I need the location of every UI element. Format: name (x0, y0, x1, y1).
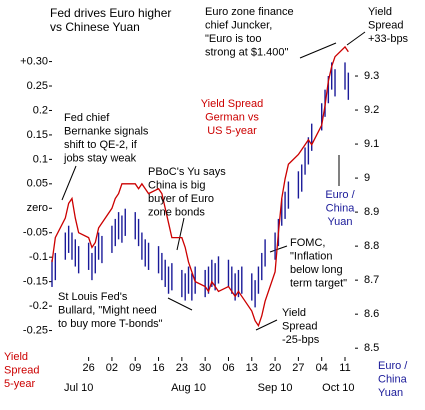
annotation: Euro zone finance (205, 6, 294, 18)
annotation: Bernanke signals (64, 125, 149, 137)
annotation: Spread (368, 19, 403, 31)
annotation: buyer of Euro (148, 193, 214, 205)
yield-spread-line (51, 45, 349, 328)
annotation: German vs (205, 111, 259, 123)
x-tick-label: 20 (269, 362, 281, 374)
chart-title: Fed drives Euro higher (50, 6, 171, 20)
annotation: -25-bps (282, 334, 320, 346)
x-tick-label: 04 (316, 362, 328, 374)
annotation: US 5-year (207, 125, 257, 137)
annotation: Yield (4, 351, 28, 363)
y-tick-label: -0.25 (23, 324, 48, 336)
y-tick-label: 0.2 (33, 104, 48, 116)
annotation: +33-bps (368, 33, 409, 45)
x-tick-label: 06 (222, 362, 234, 374)
month-label: Jul 10 (64, 382, 93, 394)
arrow (269, 245, 288, 253)
annotation-arrows (61, 31, 366, 331)
annotation: Yuan (327, 216, 352, 228)
y2-tick-label: 8.6 (364, 308, 379, 320)
annotation: Fed chief (64, 112, 110, 124)
y-tick-label: 0.15 (27, 129, 48, 141)
y-tick-label: 0.25 (27, 80, 48, 92)
y-tick-label: -0.15 (23, 276, 48, 288)
x-tick-label: 11 (339, 362, 350, 374)
annotation: China is big (148, 179, 205, 191)
annotation: Yield (368, 6, 392, 18)
y-tick-label: -0.1 (29, 251, 48, 263)
annotation: "Euro is too (205, 33, 262, 45)
y2-tick-label: 9.1 (364, 138, 379, 150)
arrow (167, 297, 193, 311)
arrow (299, 42, 337, 59)
annotation: Spread (282, 320, 317, 332)
y-tick-label: 0.05 (27, 178, 48, 190)
annotation: Yield (282, 307, 306, 319)
y-tick-label: zero (27, 202, 48, 214)
annotation: zone bonds (148, 206, 205, 218)
x-tick-label: 30 (199, 362, 211, 374)
y-tick-label: -0.05 (23, 227, 48, 239)
arrow (255, 319, 278, 331)
arrow (176, 217, 185, 251)
month-label: Aug 10 (171, 382, 206, 394)
x-tick-label: 09 (129, 362, 141, 374)
annotation: jobs stay weak (63, 152, 137, 164)
annotation: St Louis Fed's (58, 291, 128, 303)
arrow (346, 31, 366, 46)
annotation: Yuan (378, 387, 403, 399)
annotation: Yield Spread (201, 98, 264, 110)
annotation: chief Juncker, (205, 19, 272, 31)
annotation: 5-year (4, 378, 36, 390)
x-tick-label: 23 (176, 362, 188, 374)
y-tick-label: -0.2 (29, 300, 48, 312)
annotation: Euro / (325, 189, 355, 201)
arrow (61, 165, 77, 201)
x-tick-label: 16 (152, 362, 164, 374)
y2-tick-label: 9.2 (364, 104, 379, 116)
annotation: Bullard, "Might need (58, 304, 157, 316)
annotation: strong at $1.400" (205, 46, 289, 58)
x-tick-label: 02 (106, 362, 118, 374)
y-tick-label: 0.1 (33, 153, 48, 165)
x-tick-label: 26 (83, 362, 95, 374)
x-tick-label: 27 (292, 362, 304, 374)
annotation: "Inflation (290, 250, 332, 262)
annotation: Spread (4, 364, 39, 376)
annotation: FOMC, (290, 237, 325, 249)
y2-tick-label: 8.7 (364, 274, 379, 286)
x-tick-label: 13 (246, 362, 258, 374)
month-label: Sep 10 (258, 382, 293, 394)
month-label: Oct 10 (322, 382, 354, 394)
annotation: shift to QE-2, if (64, 139, 138, 151)
annotation: China (378, 373, 408, 385)
y-tick-label: +0.30 (20, 55, 48, 67)
annotation: China (326, 202, 356, 214)
annotation: Euro / (378, 360, 408, 372)
annotation: term target" (290, 277, 347, 289)
annotation: below long (290, 264, 343, 276)
annotation: PBoC's Yu says (148, 166, 226, 178)
y2-tick-label: 9 (364, 172, 370, 184)
annotation: to buy more T-bonds" (58, 318, 163, 330)
y2-tick-label: 8.5 (364, 342, 379, 354)
chart-title: vs Chinese Yuan (50, 20, 140, 34)
y2-tick-label: 9.3 (364, 70, 379, 82)
y2-tick-label: 8.8 (364, 240, 379, 252)
y2-tick-label: 8.9 (364, 206, 379, 218)
